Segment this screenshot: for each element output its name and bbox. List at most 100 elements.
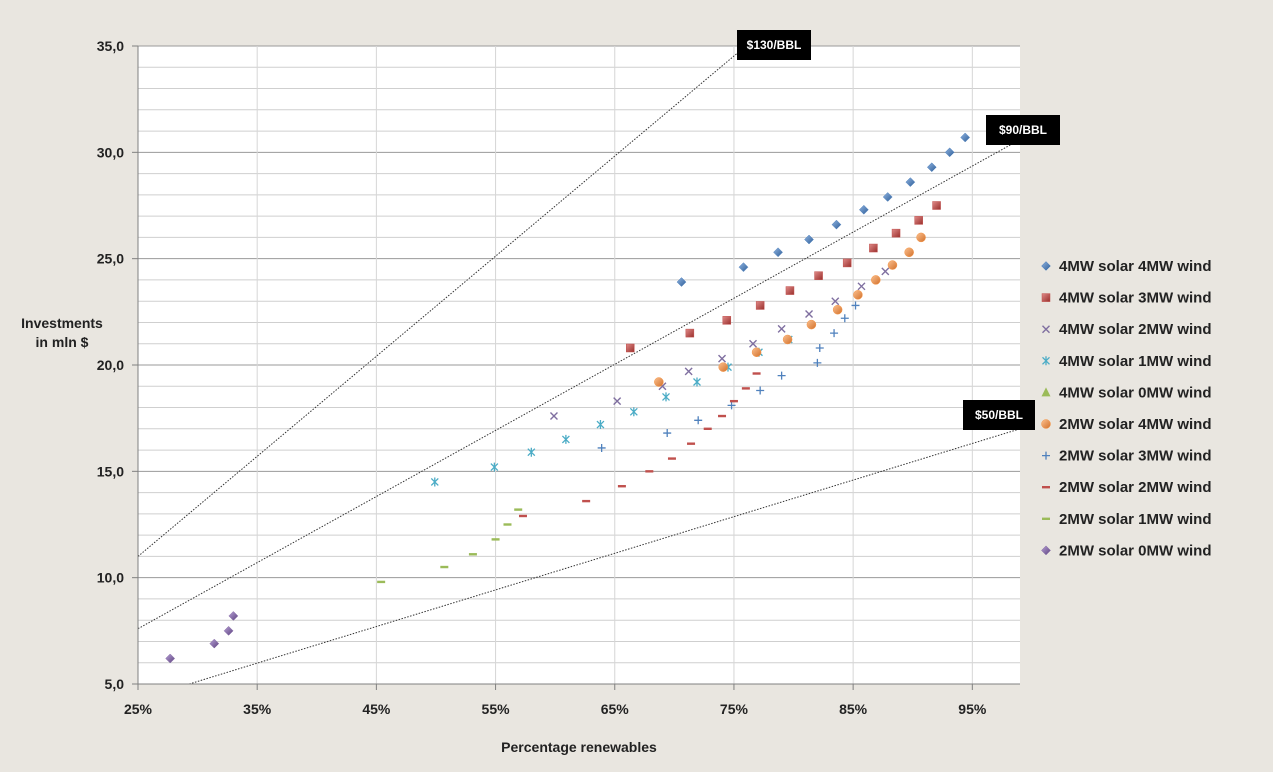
y-tick-label: 20,0 (97, 357, 124, 373)
marker-shape (1042, 517, 1050, 520)
data-point (932, 201, 941, 210)
marker-shape (916, 232, 926, 243)
data-point (718, 362, 728, 372)
data-point (727, 401, 736, 410)
marker-shape (676, 277, 687, 287)
data-point (687, 442, 696, 445)
marker-shape (718, 354, 727, 363)
data-point (377, 580, 386, 584)
data-point (617, 485, 626, 488)
marker-shape (693, 377, 701, 387)
series-8 (518, 372, 761, 518)
data-point (718, 414, 727, 418)
legend-label: 2MW solar 1MW wind (1059, 511, 1212, 528)
x-tick-label: 25% (124, 701, 153, 717)
data-point (718, 354, 727, 363)
data-point (490, 462, 499, 472)
data-point (503, 523, 512, 526)
data-point (667, 457, 676, 460)
axes: 5,0 10,0 15,0 20,0 25,0 30,0 35,0 25% 35% 45% 55% 6… (21, 38, 1020, 755)
marker-shape (756, 386, 765, 395)
data-point (881, 267, 890, 276)
data-point (613, 397, 622, 406)
marker-shape (662, 392, 670, 402)
marker-shape (1041, 387, 1051, 397)
marker-shape (891, 228, 901, 238)
series-7 (597, 301, 860, 452)
reference-lines (138, 46, 1020, 684)
data-point (694, 416, 703, 425)
marker-shape (869, 243, 878, 253)
marker-shape (209, 638, 220, 649)
marker-shape (1041, 545, 1051, 556)
data-point (629, 407, 638, 417)
series-6 (654, 232, 926, 387)
marker-shape (806, 319, 817, 330)
legend: 4MW solar 4MW wind 4MW solar 3MW wind 4MW … (1041, 258, 1212, 559)
marker-shape (663, 429, 672, 438)
marker-shape (853, 290, 863, 300)
data-point (685, 328, 695, 338)
marker-shape (514, 508, 523, 511)
annotation-callout: $130/BBL (737, 30, 811, 60)
data-point (773, 247, 783, 258)
data-point (662, 392, 670, 402)
legend-entry: 4MW solar 3MW wind (1041, 290, 1212, 307)
legend-entry: 2MW solar 4MW wind (1041, 416, 1212, 433)
marker-shape (805, 309, 814, 318)
marker-shape (377, 580, 386, 584)
marker-shape (727, 401, 736, 410)
data-point (805, 309, 814, 318)
data-point (756, 386, 765, 395)
data-point (832, 304, 843, 315)
marker-shape (882, 192, 893, 202)
legend-label: 4MW solar 0MW wind (1059, 384, 1212, 401)
marker-shape (905, 177, 916, 187)
data-point (729, 399, 738, 403)
data-point (831, 219, 842, 230)
marker-shape (840, 314, 849, 323)
data-point (815, 343, 824, 352)
legend-marker (1041, 545, 1051, 556)
y-tick-label: 15,0 (97, 463, 124, 479)
annotation-label: $130/BBL (747, 38, 802, 52)
data-point (703, 427, 712, 430)
data-point (752, 372, 761, 375)
marker-shape (914, 216, 923, 225)
data-point (741, 387, 750, 390)
data-point (842, 258, 852, 268)
data-point (749, 339, 758, 348)
marker-shape (722, 316, 732, 325)
series-3 (549, 267, 890, 421)
marker-shape (718, 362, 728, 372)
marker-shape (430, 477, 439, 487)
legend-marker (1042, 356, 1050, 366)
data-point (806, 319, 817, 330)
marker-shape (582, 499, 591, 503)
marker-shape (738, 262, 749, 273)
legend-marker (1041, 387, 1051, 397)
y-axis-title-line: Investments (21, 315, 103, 331)
annotations: $130/BBL $90/BBL $50/BBL (737, 30, 1060, 430)
y-axis-title-line: in mln $ (36, 334, 89, 350)
data-point (722, 316, 732, 325)
marker-shape (684, 367, 693, 376)
data-point (831, 297, 840, 306)
annotation-callout: $90/BBL (986, 115, 1060, 145)
marker-shape (851, 301, 860, 310)
marker-shape (687, 442, 696, 445)
marker-shape (887, 260, 898, 270)
marker-shape (617, 485, 626, 488)
legend-label: 2MW solar 3MW wind (1059, 448, 1212, 465)
marker-shape (1042, 356, 1050, 366)
data-point (561, 434, 570, 444)
marker-shape (926, 162, 937, 173)
series-1 (676, 132, 971, 287)
annotation-box (963, 400, 1035, 430)
marker-shape (629, 407, 638, 417)
data-point (782, 334, 793, 345)
marker-shape (944, 147, 955, 158)
data-point (654, 377, 664, 387)
